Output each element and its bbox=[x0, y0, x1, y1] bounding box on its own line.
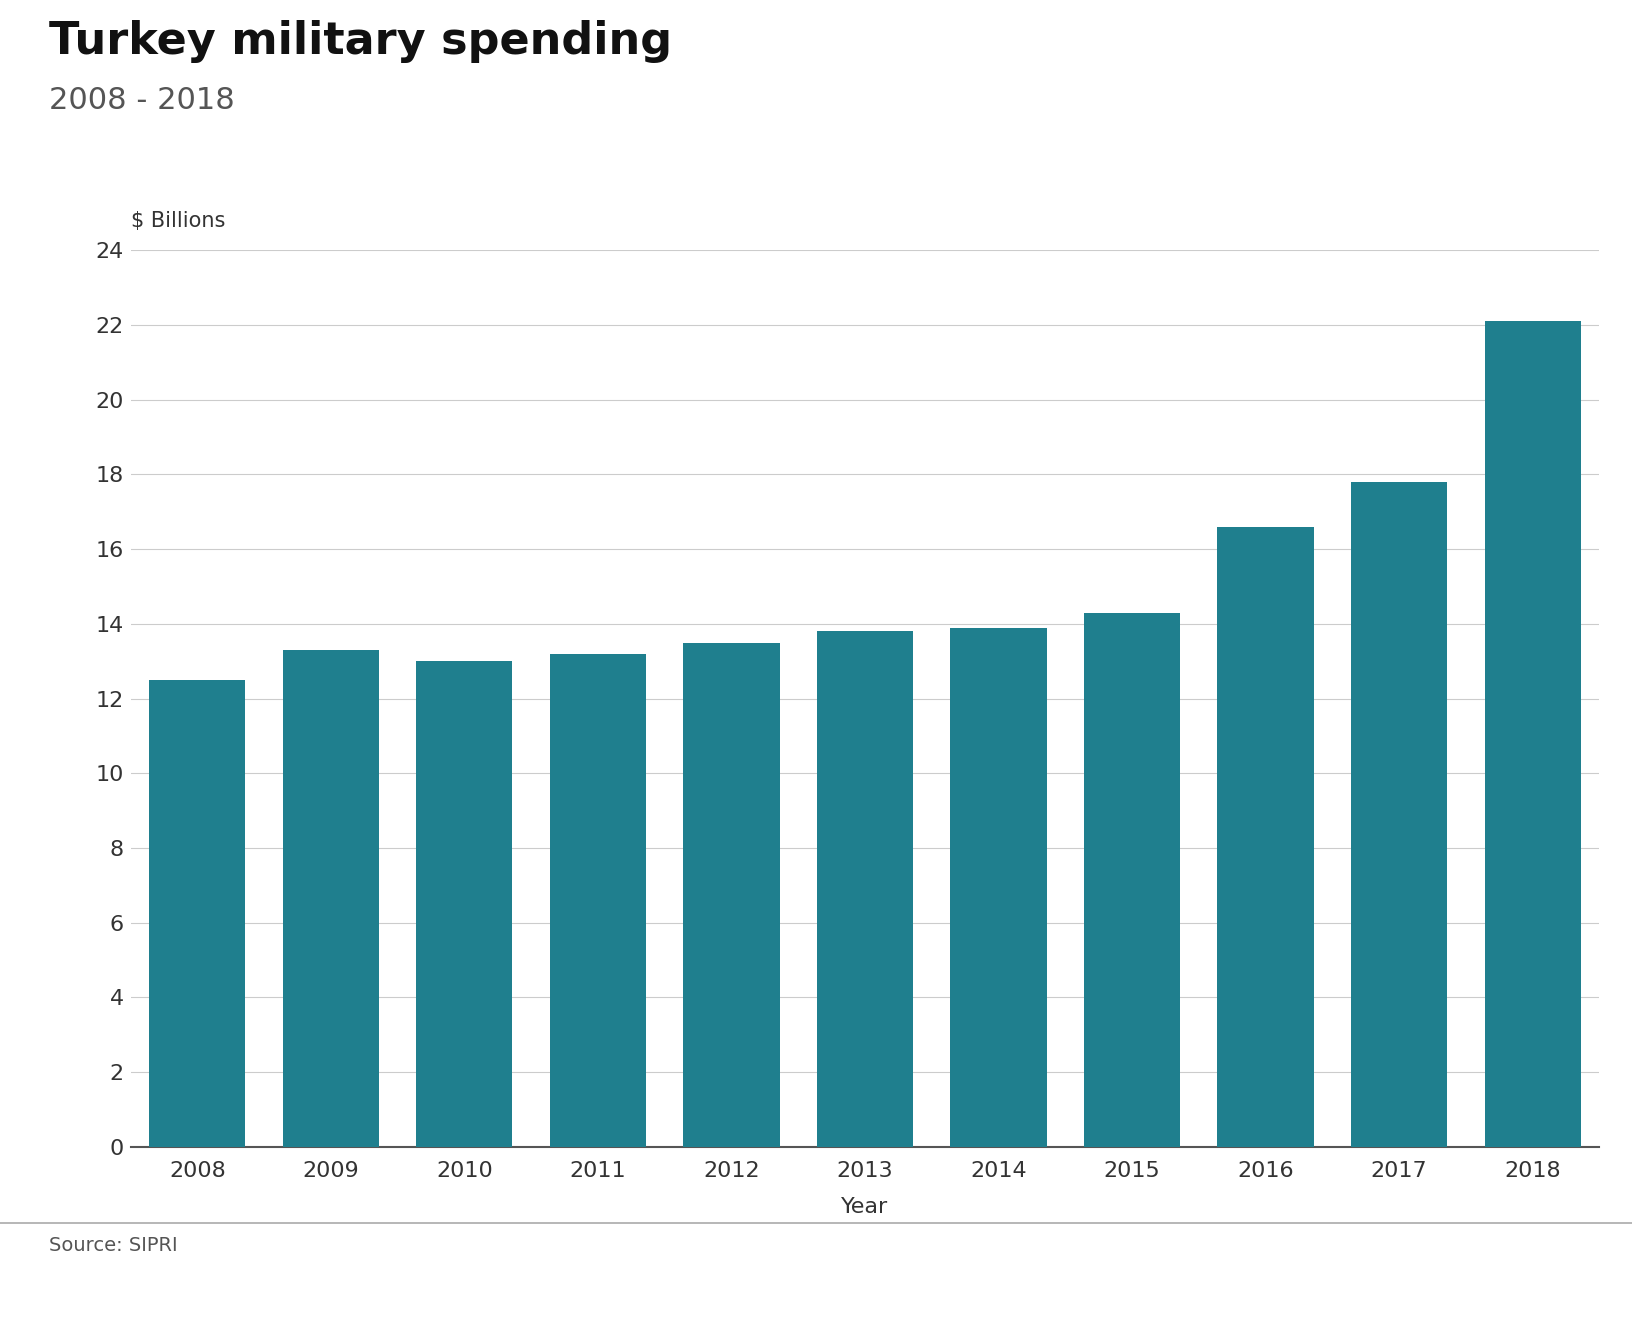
Text: $ Billions: $ Billions bbox=[131, 211, 225, 231]
Text: C: C bbox=[1588, 1259, 1604, 1280]
Bar bbox=[416, 662, 512, 1147]
Bar bbox=[950, 627, 1046, 1147]
Bar bbox=[1217, 527, 1314, 1147]
Bar bbox=[684, 642, 780, 1147]
Bar bbox=[818, 631, 912, 1147]
Bar bbox=[1351, 482, 1448, 1147]
Bar bbox=[1084, 613, 1180, 1147]
Text: B: B bbox=[1475, 1259, 1495, 1280]
X-axis label: Year: Year bbox=[842, 1197, 888, 1218]
Bar bbox=[1485, 322, 1581, 1147]
Bar bbox=[149, 680, 245, 1147]
Text: B: B bbox=[1531, 1259, 1550, 1280]
Text: Turkey military spending: Turkey military spending bbox=[49, 20, 672, 63]
Bar bbox=[282, 650, 379, 1147]
Text: 2008 - 2018: 2008 - 2018 bbox=[49, 86, 235, 115]
Bar bbox=[550, 654, 646, 1147]
Text: Source: SIPRI: Source: SIPRI bbox=[49, 1236, 178, 1255]
